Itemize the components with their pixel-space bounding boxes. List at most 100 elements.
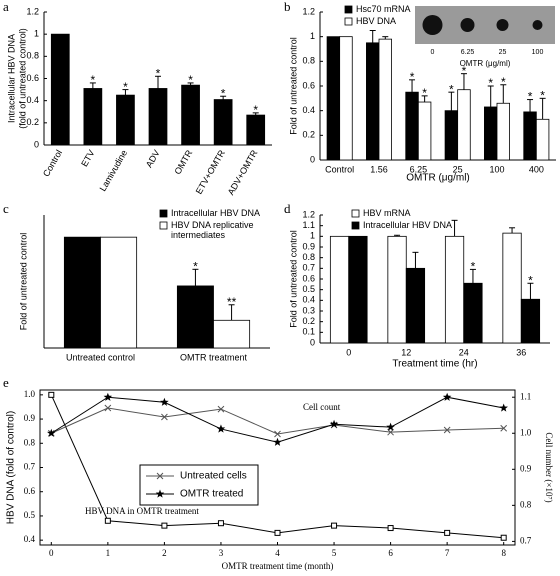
y-axis-label: HBV DNA (fold of control) [6,411,17,524]
blot-dot [422,15,443,35]
y-tick-label: 0.9 [520,463,532,473]
x-tick-label: OMTR treatment [180,352,248,362]
y-tick-label: 1.2 [302,6,315,16]
significance-marker: * [528,90,533,104]
significance-marker: * [188,73,193,87]
x-tick-label: ETV+OMTR [194,148,228,196]
significance-marker: * [221,86,226,100]
x-axis-label: Treatment time (hr) [392,359,477,370]
bar [148,88,168,146]
x-tick-label: OMTR [172,148,194,176]
significance-marker: * [540,89,545,103]
x-axis-label: OMTR (μg/ml) [406,173,470,184]
x-tick-label: 0 [346,347,351,357]
significance-marker: * [488,76,493,90]
bar [405,91,419,161]
bar [50,33,70,146]
x-axis-label: OMTR treatment time (month) [222,561,334,571]
legend-label-box: HBV DNA replicative intermediates [171,220,254,240]
y-axis-label: (fold of untreated control) [17,28,27,129]
bar [213,319,251,349]
x-tick-label: 6 [388,548,393,558]
legend-swatch [159,221,168,230]
x-tick-label: Untreated control [66,352,135,362]
y-tick-label: 0.6 [302,80,315,90]
x-tick-label: 6.25 [410,164,428,174]
x-tick-label: 100 [489,164,504,174]
legend-swatch [344,17,353,26]
y-axis-label: Intracellular HBV DNA [6,34,16,123]
bar [339,36,353,161]
y-tick-label: 1 [310,31,315,41]
y-tick-label: 0.5 [302,284,315,294]
legend-label: HBV DNA replicative intermediates [171,220,254,240]
y-tick-label: 1.2 [302,209,315,219]
bar [523,111,537,161]
y-axis-label: Fold of untreated control [288,230,298,328]
y-tick-label: 1.1 [302,220,315,230]
y-tick-label: 0.1 [302,327,315,337]
marker [442,392,452,401]
marker [104,517,111,524]
x-tick-label: 25 [453,164,463,174]
significance-marker: * [156,66,161,80]
marker [156,472,164,480]
x-tick-label: 4 [275,548,280,558]
bar [213,99,233,146]
marker [104,404,112,412]
legend-label-box: Hsc70 mRNA [356,4,411,14]
panel-letter: c [3,201,9,216]
significance-marker: * [422,86,427,100]
panel-letter: a [3,0,9,14]
bar [100,236,138,349]
legend-label-box: Intracellular HBV DNA [363,220,453,230]
y-tick-label: 0.6 [302,273,315,283]
bar [116,94,135,146]
x-tick-label: 0 [49,548,54,558]
x-tick-label: ADV+OMTR [226,148,260,197]
plot-frame [39,389,516,546]
legend-label: Intracellular HBV DNA [363,220,453,230]
y-tick-label: 1 [310,231,315,241]
panel-letter: b [284,0,291,14]
significance-marker: * [193,259,198,273]
marker [217,520,224,527]
legend-swatch [351,221,360,230]
x-tick-label: 8 [501,548,506,558]
y-tick-label: 0.9 [24,413,36,423]
marker [386,422,395,431]
marker [273,437,282,446]
bar [535,118,550,161]
inset-x-label: OMTR (μg/ml) [460,59,511,68]
significance-marker: * [410,70,415,84]
y-tick-label: 0.2 [302,316,315,326]
significance-marker: * [528,273,533,287]
significance-marker: * [91,73,96,87]
bar [366,42,380,161]
marker [217,405,225,413]
x-tick-label: Control [325,164,354,174]
marker [155,489,165,498]
marker [161,413,168,421]
significance-marker: * [123,80,128,94]
marker [274,529,281,536]
y-tick-label: 0.7 [24,462,36,472]
legend-label: Hsc70 mRNA [356,4,411,14]
y-tick-label: 1.2 [26,6,39,16]
y-tick-label: 0.8 [302,252,315,262]
marker [387,525,394,532]
x-tick-label: 5 [332,548,337,558]
marker [160,397,169,406]
bar [378,38,392,161]
bar [405,267,426,344]
y-tick-label: 0.8 [24,437,36,447]
significance-marker: * [462,64,467,78]
x-tick-label: 400 [529,164,544,174]
legend-label: Intracellular HBV DNA [171,208,261,218]
y-tick-label: 0 [310,154,315,164]
marker [331,522,338,529]
marker [274,430,281,438]
bar [444,110,459,161]
marker [216,424,226,433]
